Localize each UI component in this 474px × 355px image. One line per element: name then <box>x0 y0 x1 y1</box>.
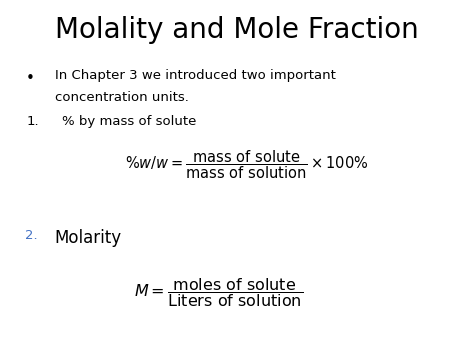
Text: Molality and Mole Fraction: Molality and Mole Fraction <box>55 16 419 44</box>
Text: $\%\mathit{w/w} = \dfrac{\mathrm{mass\ of\ solute}}{\mathrm{mass\ of\ solution}}: $\%\mathit{w/w} = \dfrac{\mathrm{mass\ o… <box>125 149 368 181</box>
Text: Molarity: Molarity <box>55 229 122 247</box>
Text: concentration units.: concentration units. <box>55 91 188 104</box>
Text: •: • <box>26 71 35 86</box>
Text: In Chapter 3 we introduced two important: In Chapter 3 we introduced two important <box>55 69 336 82</box>
Text: 2.: 2. <box>25 229 37 242</box>
Text: 1.: 1. <box>26 115 39 129</box>
Text: $\mathit{M} = \dfrac{\mathrm{moles\ of\ solute}}{\mathrm{Liters\ of\ solution}}$: $\mathit{M} = \dfrac{\mathrm{moles\ of\ … <box>134 277 302 309</box>
Text: % by mass of solute: % by mass of solute <box>62 115 196 129</box>
